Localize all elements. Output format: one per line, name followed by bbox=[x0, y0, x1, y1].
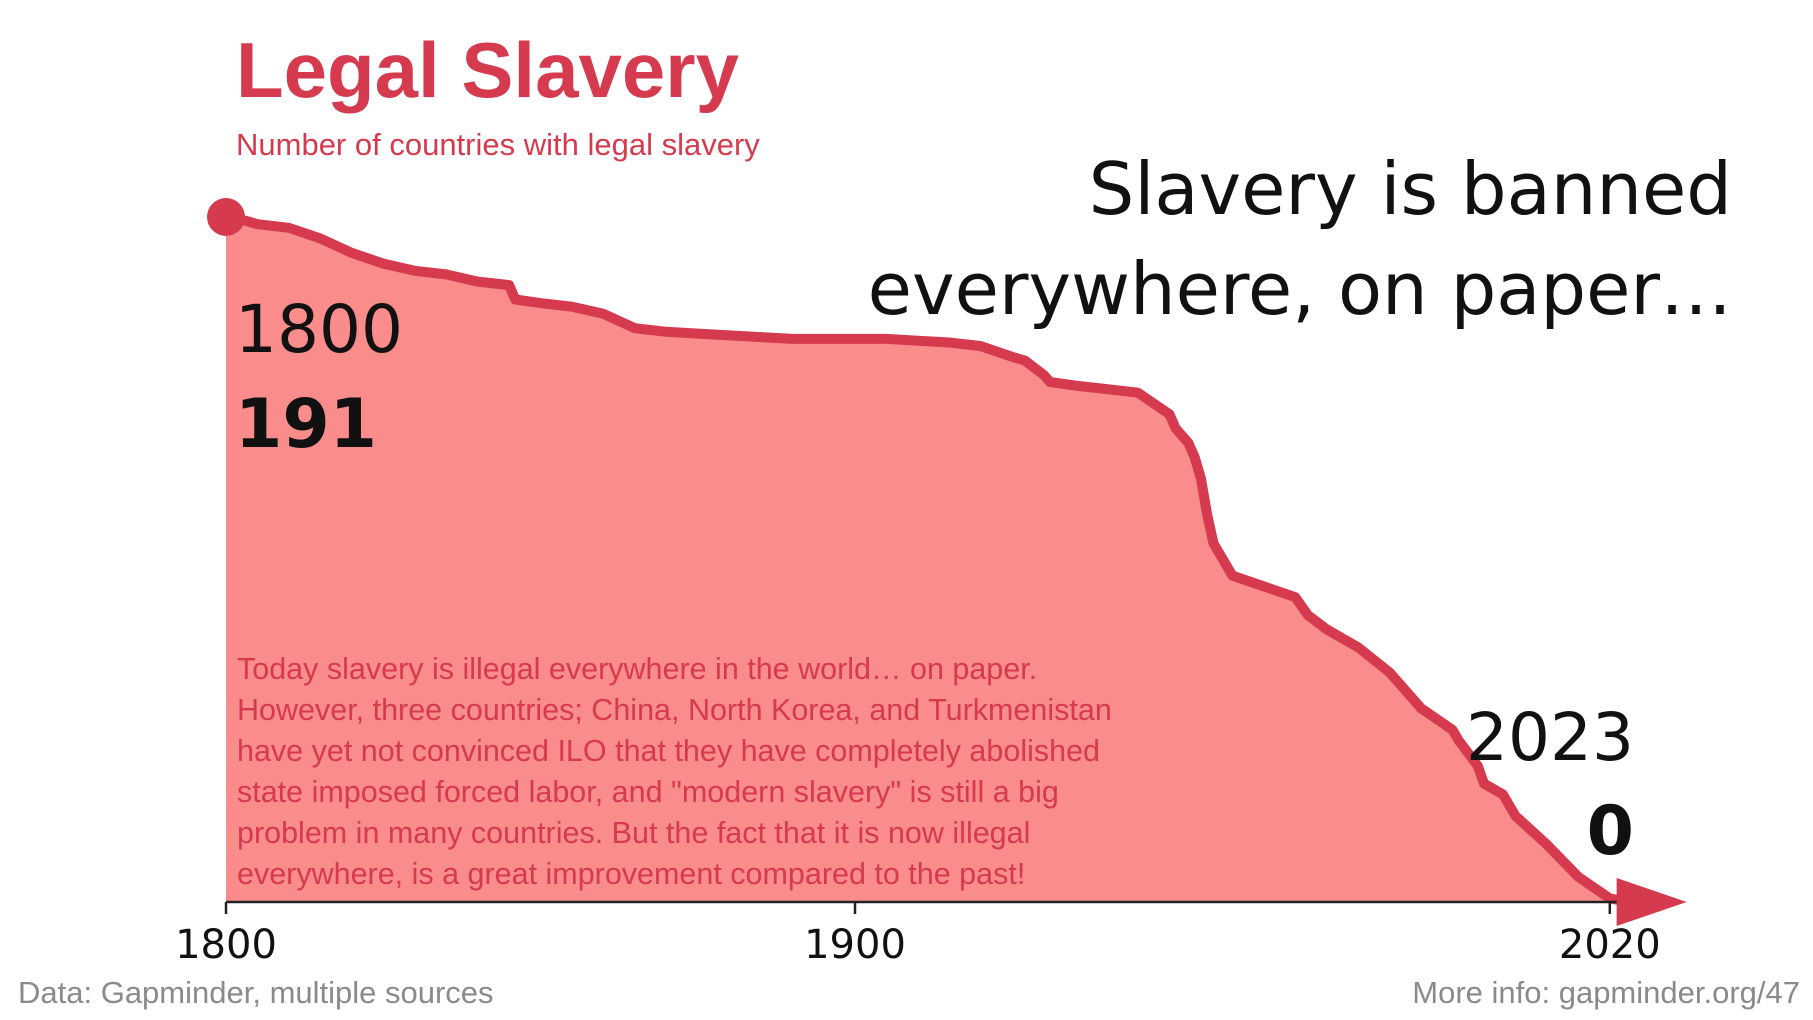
slavery-area bbox=[226, 217, 1629, 902]
axis-arrow-icon bbox=[1616, 878, 1687, 926]
start-point-marker bbox=[207, 198, 245, 236]
end-value-label: 0 bbox=[1587, 792, 1634, 871]
note-text: Today slavery is illegal everywhere in t… bbox=[237, 652, 1112, 891]
note-line-6: everywhere, is a great improvement compa… bbox=[237, 857, 1025, 891]
start-year-label: 1800 bbox=[235, 291, 403, 368]
headline-line-1: Slavery is banned bbox=[1089, 147, 1732, 231]
note-line-2: However, three countries; China, North K… bbox=[237, 693, 1112, 727]
note-line-4: state imposed forced labor, and "modern … bbox=[237, 775, 1059, 809]
chart-title: Legal Slavery bbox=[236, 26, 739, 114]
headline-line-2: everywhere, on paper… bbox=[868, 247, 1732, 331]
end-year-label: 2023 bbox=[1466, 699, 1634, 776]
source-credit: Data: Gapminder, multiple sources bbox=[18, 975, 494, 1010]
chart-subtitle: Number of countries with legal slavery bbox=[236, 127, 760, 162]
x-axis-ticks: 1800 1900 2020 bbox=[175, 902, 1661, 968]
start-value-label: 191 bbox=[235, 385, 377, 464]
slavery-line bbox=[221, 212, 1634, 907]
x-tick-label-1900: 1900 bbox=[804, 922, 906, 968]
note-line-3: have yet not convinced ILO that they hav… bbox=[237, 734, 1100, 768]
note-line-5: problem in many countries. But the fact … bbox=[237, 816, 1030, 850]
more-info-link[interactable]: More info: gapminder.org/47 bbox=[1412, 975, 1800, 1010]
x-tick-label-2020: 2020 bbox=[1559, 922, 1661, 968]
x-tick-label-1800: 1800 bbox=[175, 922, 277, 968]
note-line-1: Today slavery is illegal everywhere in t… bbox=[237, 652, 1037, 686]
